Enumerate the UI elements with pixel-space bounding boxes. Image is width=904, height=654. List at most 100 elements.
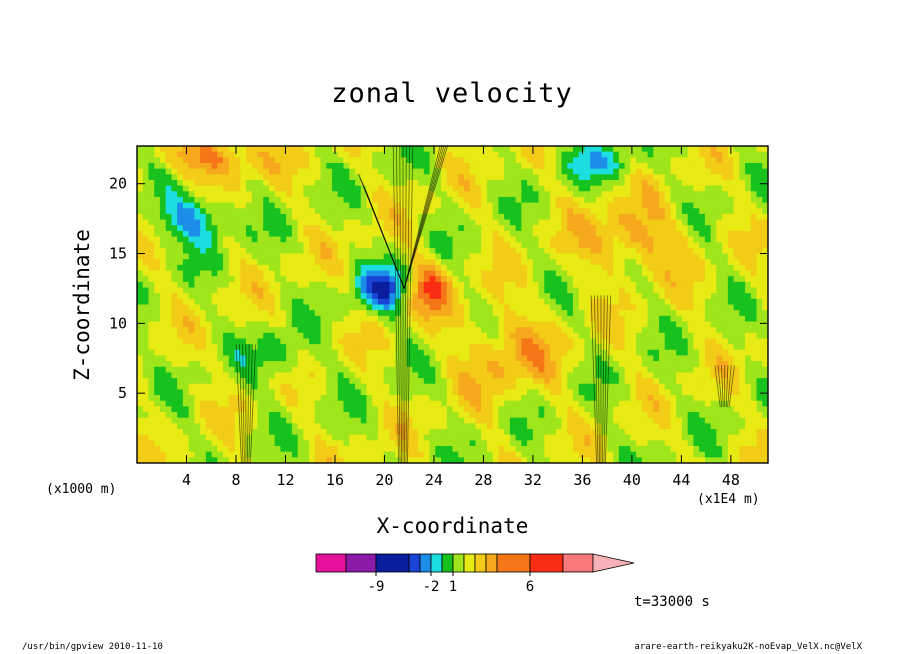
field-cell (481, 321, 488, 328)
field-cell (653, 270, 660, 277)
field-cell (326, 213, 333, 221)
field-cell (429, 157, 436, 164)
field-cell (469, 344, 477, 351)
field-cell (182, 276, 190, 283)
field-cell (687, 383, 695, 391)
field-cell (441, 213, 448, 221)
field-cell (458, 253, 465, 260)
field-cell (263, 191, 270, 198)
field-cell (572, 196, 580, 204)
field-cell (320, 281, 327, 289)
field-cell (354, 146, 362, 153)
field-cell (750, 146, 758, 153)
field-cell (475, 259, 482, 266)
field-cell (636, 281, 643, 289)
field-cell (383, 366, 390, 374)
field-cell (297, 236, 304, 243)
field-cell (572, 185, 580, 192)
field-cell (647, 349, 654, 357)
field-cell (572, 315, 580, 323)
field-cell (659, 332, 666, 340)
field-cell (400, 327, 408, 334)
field-cell (234, 400, 241, 407)
field-cell (389, 157, 396, 164)
field-cell (486, 361, 494, 368)
field-cell (303, 196, 310, 204)
field-cell (395, 253, 402, 260)
field-cell (739, 338, 746, 345)
field-cell (727, 378, 735, 385)
field-cell (739, 247, 746, 255)
field-cell (469, 315, 477, 323)
field-cell (607, 253, 614, 260)
field-cell (291, 191, 299, 198)
field-cell (498, 344, 505, 351)
field-cell (458, 321, 465, 328)
field-cell (463, 196, 471, 204)
field-cell (228, 355, 236, 362)
field-cell (205, 304, 213, 311)
field-cell (137, 242, 144, 249)
field-cell (509, 293, 517, 300)
field-cell (687, 185, 695, 192)
field-cell (515, 298, 522, 306)
field-cell (142, 344, 150, 351)
field-cell (429, 293, 436, 300)
field-cell (395, 174, 402, 181)
field-cell (521, 213, 528, 221)
field-cell (354, 372, 362, 379)
field-cell (475, 378, 482, 385)
field-cell (664, 185, 672, 192)
field-cell (159, 321, 167, 328)
field-cell (389, 293, 396, 300)
field-cell (142, 168, 150, 175)
field-cell (303, 400, 310, 407)
field-cell (601, 366, 608, 374)
field-cell (653, 293, 660, 300)
field-cell (733, 202, 740, 209)
field-cell (372, 372, 379, 379)
field-cell (263, 355, 270, 362)
field-cell (601, 196, 608, 204)
field-cell (630, 259, 637, 266)
field-cell (326, 185, 333, 192)
field-cell (762, 383, 768, 391)
field-cell (372, 157, 379, 164)
field-cell (538, 287, 545, 294)
field-cell (607, 355, 614, 362)
field-cell (618, 196, 626, 204)
field-cell (326, 372, 333, 379)
field-cell (681, 293, 689, 300)
field-cell (245, 383, 253, 391)
field-cell (268, 310, 276, 317)
field-cell (441, 168, 448, 175)
field-cell (601, 298, 608, 306)
field-cell (165, 293, 173, 300)
field-cell (630, 253, 637, 260)
field-cell (171, 338, 178, 345)
field-cell (492, 332, 499, 340)
field-cell (171, 389, 178, 396)
field-cell (349, 196, 356, 204)
field-cell (750, 202, 758, 209)
field-cell (555, 264, 563, 272)
field-cell (722, 327, 729, 334)
field-cell (142, 247, 150, 255)
field-cell (148, 389, 155, 396)
field-cell (710, 281, 717, 289)
field-cell (624, 321, 631, 328)
field-cell (521, 287, 528, 294)
field-cell (624, 179, 631, 187)
field-cell (561, 146, 568, 153)
field-cell (699, 208, 706, 215)
field-cell (722, 213, 729, 221)
field-cell (532, 298, 540, 306)
field-cell (188, 179, 195, 187)
velocity-field (137, 146, 768, 463)
field-cell (659, 372, 666, 379)
field-cell (154, 247, 161, 255)
field-cell (584, 179, 591, 187)
field-cell (349, 168, 356, 175)
field-cell (234, 247, 241, 255)
field-cell (194, 202, 201, 209)
